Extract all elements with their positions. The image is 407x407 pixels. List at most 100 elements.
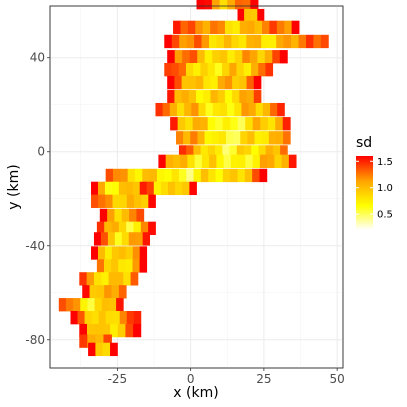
sd-cell <box>216 34 225 49</box>
sd-cell <box>253 75 262 90</box>
sd-cell <box>115 272 124 286</box>
sd-cell <box>111 246 120 260</box>
sd-cell <box>202 20 211 35</box>
sd-cell <box>79 272 88 286</box>
sd-cell <box>133 221 142 235</box>
sd-cell <box>237 8 245 23</box>
sd-cell <box>118 181 127 196</box>
sd-cell <box>204 131 213 145</box>
sd-cell <box>219 50 228 64</box>
sd-cell <box>111 285 120 299</box>
sd-cell <box>210 75 219 90</box>
sd-cell <box>222 63 230 77</box>
sd-cell <box>189 181 197 196</box>
sd-cell <box>140 221 149 235</box>
sd-cell <box>239 90 247 104</box>
sd-cell <box>177 117 186 131</box>
sd-cell <box>104 285 112 299</box>
sd-cell <box>190 131 198 145</box>
sd-cell <box>197 131 205 145</box>
sd-cell <box>215 145 223 159</box>
sd-cell <box>253 34 262 49</box>
transect-cells <box>58 0 329 357</box>
sd-cell <box>132 259 140 273</box>
sd-cell <box>267 117 276 131</box>
sd-cell <box>87 298 95 312</box>
sd-cell <box>169 102 178 117</box>
sd-cell <box>210 90 219 104</box>
sd-cell <box>244 8 252 23</box>
sd-cell <box>196 0 205 10</box>
sd-cell <box>243 63 252 77</box>
x-tick-label: -25 <box>108 372 128 386</box>
transect-band <box>170 117 291 131</box>
sd-cell <box>174 75 183 90</box>
sd-cell <box>178 168 187 183</box>
sd-cell <box>193 63 201 77</box>
sd-cell <box>86 323 96 338</box>
sd-cell <box>84 311 92 325</box>
sd-cell <box>207 145 216 159</box>
sd-cell <box>136 208 145 223</box>
transect-band <box>167 90 262 104</box>
sd-cell <box>219 102 228 117</box>
sd-cell <box>96 259 105 273</box>
sd-cell <box>111 181 120 196</box>
sd-cell <box>87 334 96 348</box>
sd-cell <box>105 311 114 325</box>
transect-band <box>91 246 148 260</box>
sd-cell <box>218 131 227 145</box>
sd-cell <box>219 0 228 10</box>
sd-cell <box>209 34 217 49</box>
sd-cell <box>224 75 233 90</box>
sd-cell <box>223 154 232 169</box>
sd-cell <box>246 34 255 49</box>
transect-band <box>196 0 259 10</box>
sd-cell <box>217 75 226 90</box>
sd-cell <box>102 323 111 338</box>
sd-cell <box>204 0 213 10</box>
y-tick-label: -80 <box>25 333 45 347</box>
sd-cell <box>195 20 204 35</box>
sd-cell <box>187 154 196 169</box>
sd-cell <box>242 50 251 64</box>
y-tick-label: 0 <box>37 145 45 159</box>
sd-cell <box>164 34 173 49</box>
sd-cell <box>187 20 196 35</box>
sd-cell <box>126 311 135 325</box>
transect-band <box>58 298 124 312</box>
sd-cell <box>82 285 90 299</box>
sd-cell <box>268 34 277 49</box>
sd-cell <box>215 168 224 183</box>
sd-cell <box>281 154 290 169</box>
sd-cell <box>267 154 275 169</box>
sd-cell <box>79 334 88 348</box>
sd-cell <box>173 20 181 35</box>
sd-cell <box>139 181 148 196</box>
sd-cell <box>245 154 254 169</box>
sd-cell <box>104 246 113 260</box>
transect-band <box>175 131 291 145</box>
sd-cell <box>268 131 277 145</box>
sd-cell <box>252 154 261 169</box>
transect-band <box>91 194 156 208</box>
sd-cell <box>222 145 230 159</box>
sd-cell <box>265 145 274 159</box>
sd-cell <box>204 50 213 64</box>
sd-cell <box>113 168 121 183</box>
sd-cell <box>259 154 268 169</box>
sd-cell <box>153 181 162 196</box>
sd-cell <box>167 75 175 90</box>
sd-cell <box>129 208 137 223</box>
y-axis-ticks: -80 -40 0 40 <box>25 51 50 347</box>
sd-cell <box>171 34 180 49</box>
sd-cell <box>126 194 135 208</box>
sd-cell <box>80 298 88 312</box>
sd-cell <box>261 34 270 49</box>
sd-cell <box>178 63 187 77</box>
sd-cell <box>110 323 119 338</box>
transect-band <box>164 34 329 49</box>
sd-cell <box>193 168 202 183</box>
sd-cell <box>101 272 109 286</box>
sd-cell <box>125 246 134 260</box>
